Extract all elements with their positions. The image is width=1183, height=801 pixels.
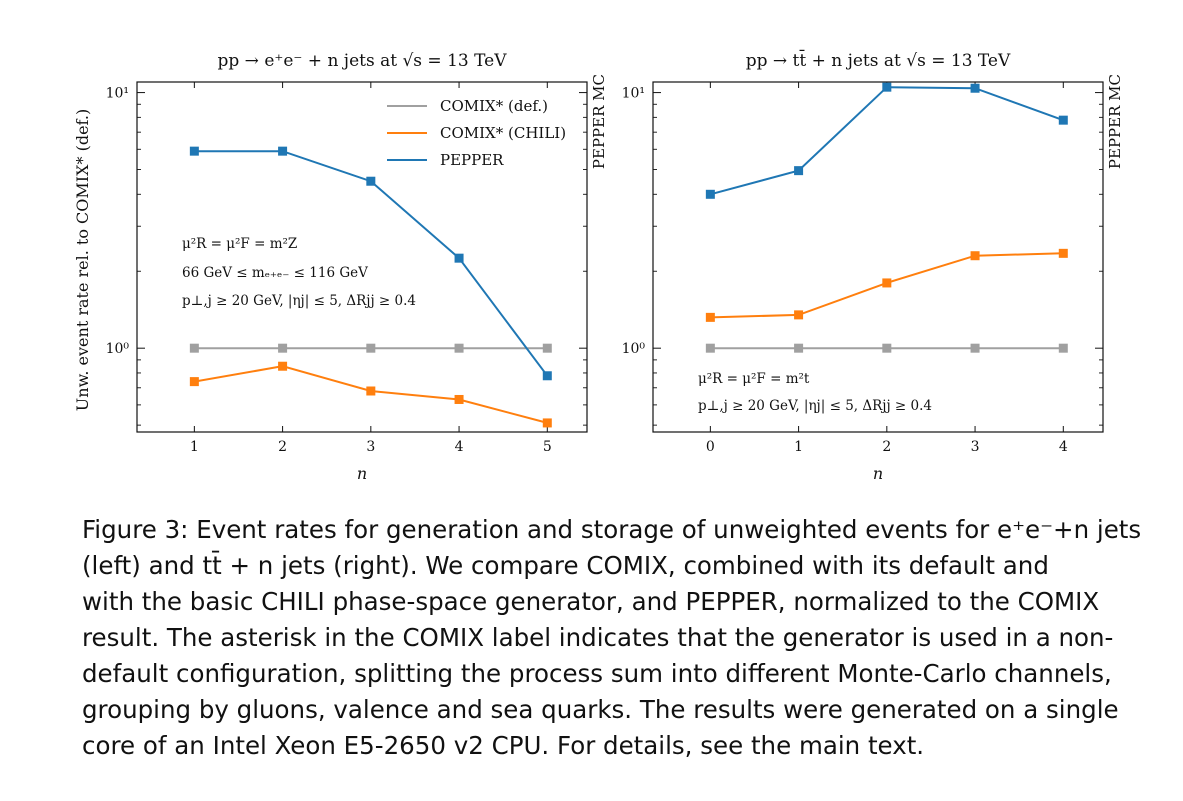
data-point <box>882 82 892 92</box>
data-point <box>454 394 464 404</box>
y-tick-label: 10⁰ <box>622 341 646 357</box>
data-point <box>970 251 980 261</box>
data-point <box>542 371 552 381</box>
data-point <box>454 253 464 263</box>
chart-title: pp → tt̄ + n jets at √s = 13 TeV <box>746 48 1011 71</box>
data-point <box>278 146 288 156</box>
data-point <box>1058 115 1068 125</box>
chart-title: pp → e⁺e⁻ + n jets at √s = 13 TeV <box>218 51 508 71</box>
x-tick-label: 3 <box>366 439 375 455</box>
data-point <box>542 418 552 428</box>
plot-frame <box>136 81 588 433</box>
data-point <box>705 343 715 353</box>
data-point <box>970 83 980 93</box>
x-tick-label: 0 <box>706 439 715 455</box>
y-axis-label: Unw. event rate rel. to COMIX* (def.) <box>73 109 92 411</box>
data-point <box>794 166 804 176</box>
data-point <box>794 310 804 320</box>
right-axis-label: PEPPER MC <box>1106 74 1124 169</box>
caption-line: default configuration, splitting the pro… <box>82 659 1112 688</box>
plot-frame <box>652 81 1104 433</box>
data-point <box>1058 248 1068 258</box>
left-chart: pp → e⁺e⁻ + n jets at √s = 13 TeV 1 2 3 4 5 n 1… <box>106 51 608 483</box>
x-tick-label: 4 <box>1059 439 1068 455</box>
legend-label: COMIX* (def.) <box>440 97 548 115</box>
data-point <box>882 343 892 353</box>
x-tick-label: 4 <box>455 439 464 455</box>
series-line <box>710 86 1064 196</box>
y-tick-label: 10¹ <box>106 86 129 102</box>
annotation: 66 GeV ≤ mₑ₊ₑ₋ ≤ 116 GeV <box>182 265 368 281</box>
data-point <box>366 386 376 396</box>
x-tick-label: 2 <box>278 439 287 455</box>
caption-line: with the basic CHILI phase-space generat… <box>82 587 1100 616</box>
data-point <box>189 146 199 156</box>
data-point <box>970 343 980 353</box>
annotation: μ²R = μ²F = m²Z <box>182 236 297 252</box>
y-tick-label: 10⁰ <box>106 341 130 357</box>
y-tick-label: 10¹ <box>622 86 645 102</box>
data-point <box>278 361 288 371</box>
data-point <box>705 312 715 322</box>
annotation: p⊥,j ≥ 20 GeV, |ηj| ≤ 5, ΔRjj ≥ 0.4 <box>698 398 932 414</box>
x-tick-label: 3 <box>971 439 980 455</box>
caption-line: core of an Intel Xeon E5-2650 v2 CPU. Fo… <box>82 731 925 760</box>
annotation: μ²R = μ²F = m²t <box>698 371 810 387</box>
data-point <box>189 343 199 353</box>
legend-label: COMIX* (CHILI) <box>440 124 566 142</box>
caption-line: (left) and tt̄ + n jets (right). We comp… <box>82 551 1049 580</box>
data-point <box>278 343 288 353</box>
figure: Unw. event rate rel. to COMIX* (def.) pp… <box>73 48 1124 483</box>
data-point <box>794 343 804 353</box>
x-tick-label: 2 <box>882 439 891 455</box>
data-point <box>542 343 552 353</box>
x-tick-label: 5 <box>543 439 552 455</box>
data-point <box>1058 343 1068 353</box>
caption-line: Figure 3: Event rates for generation and… <box>82 515 1142 544</box>
x-tick-label: 1 <box>794 439 803 455</box>
right-axis-label: PEPPER MC <box>590 74 608 169</box>
x-axis-label: n <box>357 464 367 483</box>
data-point <box>366 176 376 186</box>
legend-label: PEPPER <box>440 151 504 169</box>
data-point <box>189 377 199 387</box>
right-chart: pp → tt̄ + n jets at √s = 13 TeV 0 1 2 3 4 n 10… <box>622 48 1124 483</box>
caption-line: result. The asterisk in the COMIX label … <box>82 623 1114 652</box>
annotation: p⊥,j ≥ 20 GeV, |ηj| ≤ 5, ΔRjj ≥ 0.4 <box>182 293 416 309</box>
figure-caption: Figure 3: Event rates for generation and… <box>82 512 1142 764</box>
data-point <box>705 189 715 199</box>
caption-line: grouping by gluons, valence and sea quar… <box>82 695 1119 724</box>
data-point <box>454 343 464 353</box>
x-tick-label: 1 <box>190 439 199 455</box>
x-axis-label: n <box>873 464 883 483</box>
data-point <box>366 343 376 353</box>
data-point <box>882 278 892 288</box>
